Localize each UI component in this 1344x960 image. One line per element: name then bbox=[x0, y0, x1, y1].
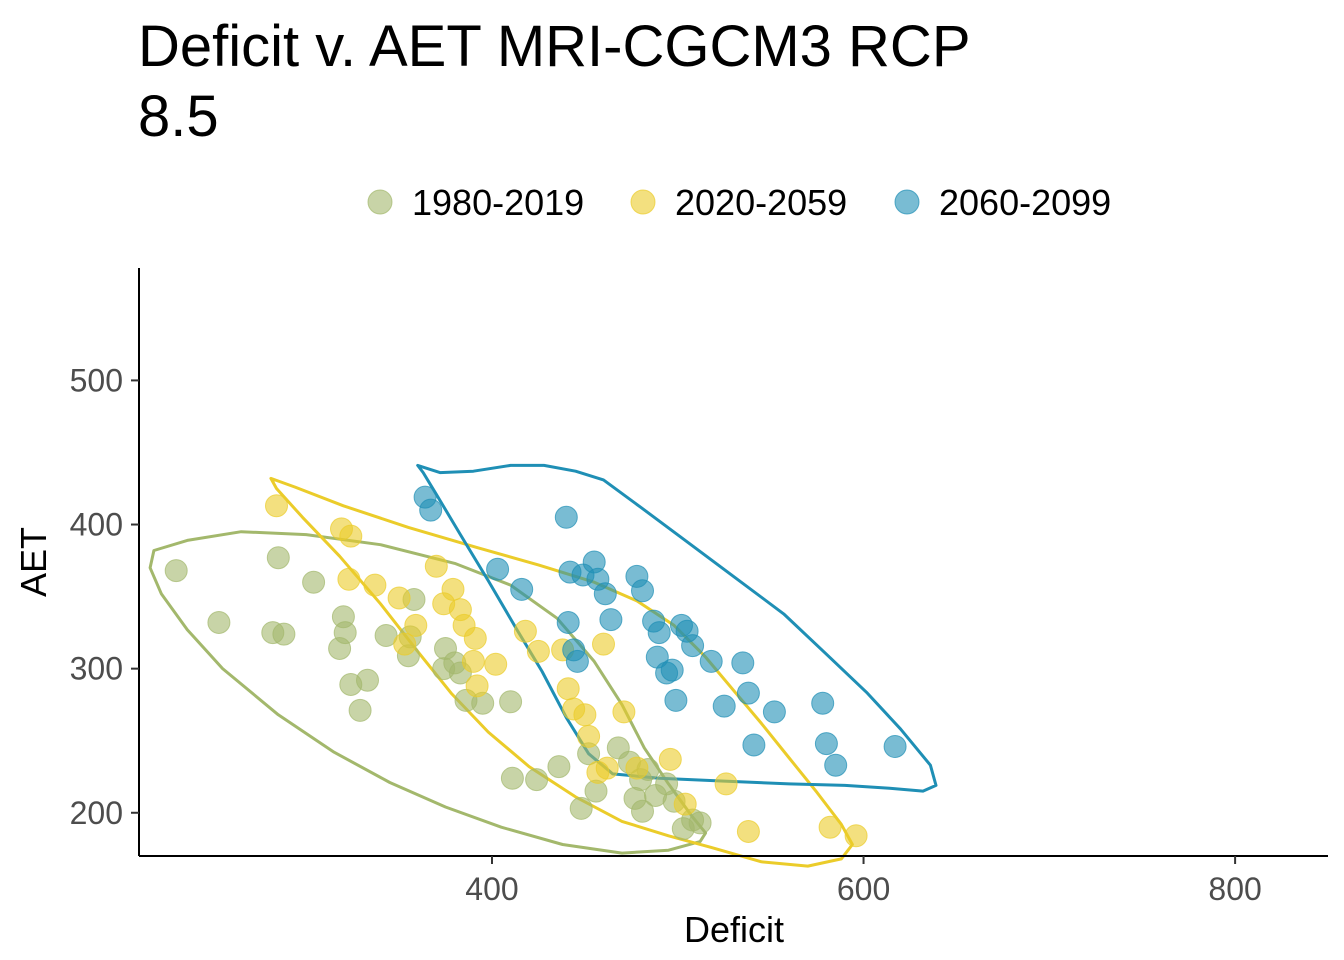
point-1980-2019 bbox=[272, 622, 296, 646]
point-2020-2059 bbox=[424, 554, 448, 578]
point-2060-2099 bbox=[699, 649, 723, 673]
point-2020-2059 bbox=[465, 674, 489, 698]
point-1980-2019 bbox=[499, 690, 523, 714]
scatter-points bbox=[164, 485, 907, 848]
y-tick-label: 200 bbox=[70, 795, 123, 831]
legend-key-2020-2059 bbox=[630, 189, 656, 215]
point-2020-2059 bbox=[461, 649, 485, 673]
y-tick-label: 300 bbox=[70, 651, 123, 687]
point-2060-2099 bbox=[664, 688, 688, 712]
point-2060-2099 bbox=[647, 621, 671, 645]
point-1980-2019 bbox=[348, 698, 372, 722]
point-1980-2019 bbox=[302, 570, 326, 594]
legend: 1980-2019 2020-2059 2060-2099 bbox=[367, 182, 1111, 223]
point-2060-2099 bbox=[883, 735, 907, 758]
ellipse-1980-2019 bbox=[148, 530, 708, 855]
point-2020-2059 bbox=[818, 815, 842, 839]
y-axis-title: AET bbox=[13, 527, 54, 597]
x-axis-title: Deficit bbox=[684, 909, 784, 950]
confidence-ellipses bbox=[148, 463, 938, 868]
point-2020-2059 bbox=[736, 820, 760, 843]
point-2060-2099 bbox=[824, 753, 848, 777]
point-2020-2059 bbox=[484, 652, 508, 676]
x-tick-label: 600 bbox=[837, 871, 890, 907]
y-tick-label: 400 bbox=[70, 507, 123, 543]
point-2020-2059 bbox=[441, 577, 465, 601]
point-2060-2099 bbox=[486, 557, 510, 581]
point-1980-2019 bbox=[525, 768, 549, 792]
point-1980-2019 bbox=[266, 546, 290, 570]
point-2020-2059 bbox=[577, 724, 601, 748]
point-2060-2099 bbox=[736, 681, 760, 705]
point-2020-2059 bbox=[595, 756, 619, 780]
point-2060-2099 bbox=[762, 700, 786, 724]
point-2020-2059 bbox=[714, 772, 738, 796]
point-2060-2099 bbox=[731, 651, 755, 675]
point-2060-2099 bbox=[631, 579, 654, 603]
point-2060-2099 bbox=[593, 582, 617, 606]
point-2020-2059 bbox=[612, 700, 636, 724]
point-2020-2059 bbox=[265, 494, 288, 518]
x-tick-label: 800 bbox=[1208, 871, 1261, 907]
point-2060-2099 bbox=[419, 498, 443, 522]
legend-label-2060-2099: 2060-2099 bbox=[939, 182, 1111, 223]
y-tick-label: 500 bbox=[70, 362, 123, 398]
point-2020-2059 bbox=[592, 632, 615, 656]
point-2060-2099 bbox=[742, 733, 766, 757]
point-2020-2059 bbox=[673, 792, 697, 816]
point-1980-2019 bbox=[207, 611, 231, 634]
point-2060-2099 bbox=[712, 694, 736, 718]
point-1980-2019 bbox=[164, 559, 188, 583]
point-2020-2059 bbox=[393, 632, 417, 656]
point-2020-2059 bbox=[363, 573, 387, 597]
point-2060-2099 bbox=[599, 608, 623, 632]
chart-title-line-1: Deficit v. AET MRI-CGCM3 RCP bbox=[138, 14, 971, 79]
point-2060-2099 bbox=[556, 611, 580, 634]
point-2060-2099 bbox=[814, 732, 838, 756]
point-2020-2059 bbox=[513, 619, 537, 643]
point-2060-2099 bbox=[660, 658, 684, 682]
axes: 400 600 800 200 300 400 500 bbox=[70, 268, 1328, 907]
point-1980-2019 bbox=[688, 811, 712, 835]
point-2020-2059 bbox=[625, 756, 649, 780]
ellipse-2020-2059 bbox=[269, 476, 854, 868]
point-1980-2019 bbox=[500, 766, 524, 790]
point-2020-2059 bbox=[658, 747, 682, 771]
point-2020-2059 bbox=[573, 703, 597, 727]
point-2060-2099 bbox=[510, 577, 534, 601]
point-1980-2019 bbox=[333, 621, 357, 645]
point-1980-2019 bbox=[356, 668, 379, 692]
legend-key-2060-2099 bbox=[894, 189, 920, 215]
point-1980-2019 bbox=[547, 755, 571, 779]
point-2020-2059 bbox=[526, 639, 550, 663]
point-2060-2099 bbox=[565, 649, 589, 673]
x-tick-label: 400 bbox=[465, 871, 518, 907]
point-1980-2019 bbox=[631, 799, 654, 823]
point-2060-2099 bbox=[554, 505, 578, 529]
point-2060-2099 bbox=[681, 634, 705, 658]
point-2060-2099 bbox=[811, 691, 835, 715]
chart-title-line-2: 8.5 bbox=[138, 84, 219, 149]
point-2020-2059 bbox=[387, 586, 411, 610]
point-2020-2059 bbox=[844, 824, 868, 848]
point-2020-2059 bbox=[463, 626, 487, 650]
point-2020-2059 bbox=[556, 677, 580, 701]
point-2020-2059 bbox=[339, 524, 363, 548]
legend-label-1980-2019: 1980-2019 bbox=[412, 182, 584, 223]
point-1980-2019 bbox=[569, 796, 593, 820]
point-2020-2059 bbox=[404, 613, 428, 637]
legend-label-2020-2059: 2020-2059 bbox=[675, 182, 847, 223]
point-2020-2059 bbox=[337, 567, 361, 591]
legend-key-1980-2019 bbox=[367, 189, 393, 215]
